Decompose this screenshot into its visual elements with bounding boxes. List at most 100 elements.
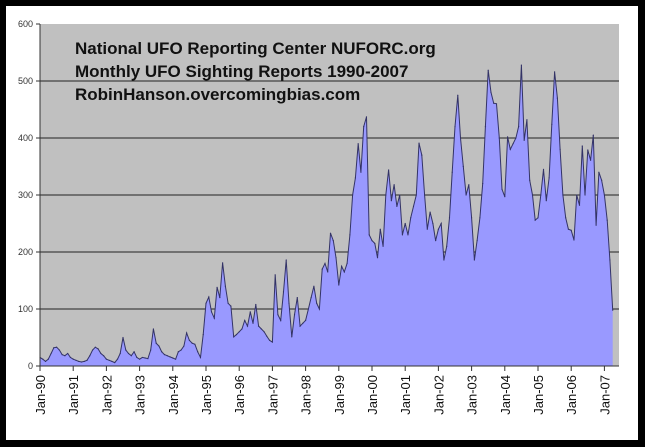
data-point: [526, 119, 528, 121]
data-point: [589, 159, 592, 161]
data-point: [465, 194, 467, 196]
data-point: [426, 228, 428, 230]
data-point: [382, 245, 384, 247]
data-point: [523, 139, 525, 141]
data-point: [512, 143, 514, 145]
data-point: [78, 360, 80, 363]
data-point: [224, 285, 226, 287]
data-point: [119, 352, 121, 355]
data-point: [468, 184, 470, 186]
data-point: [595, 224, 597, 226]
data-point: [130, 355, 132, 357]
data-point: [114, 361, 116, 364]
data-point: [506, 136, 509, 138]
data-point: [252, 322, 254, 324]
data-point: [515, 137, 517, 139]
x-tick-label: Jan-94: [166, 375, 181, 415]
data-point: [554, 71, 556, 73]
data-point: [53, 347, 55, 349]
data-point: [269, 339, 271, 341]
data-point: [235, 334, 238, 336]
data-point: [274, 274, 276, 276]
title-line-3: RobinHanson.overcomingbias.com: [75, 85, 360, 104]
data-point: [537, 217, 539, 219]
x-tick-label: Jan-97: [265, 375, 280, 415]
chart-title: National UFO Reporting Center NUFORC.org…: [75, 39, 436, 104]
data-point: [257, 325, 260, 327]
data-point: [291, 336, 293, 338]
data-point: [183, 345, 185, 347]
data-point: [244, 319, 246, 321]
data-point: [64, 355, 66, 357]
data-point: [86, 359, 88, 361]
data-point: [437, 228, 439, 230]
data-point: [606, 219, 608, 221]
data-point: [360, 171, 362, 173]
data-point: [603, 194, 606, 196]
data-point: [385, 194, 387, 196]
data-point: [459, 137, 462, 139]
x-tick-label: Jan-92: [99, 375, 114, 415]
data-point: [318, 308, 321, 310]
x-tick-label: Jan-95: [199, 375, 214, 415]
data-point: [191, 342, 193, 344]
data-point: [210, 311, 213, 313]
data-point: [310, 297, 312, 299]
data-point: [410, 217, 412, 219]
data-point: [368, 234, 370, 236]
data-point: [581, 145, 583, 147]
data-point: [429, 211, 431, 213]
data-point: [202, 334, 204, 336]
data-point: [44, 360, 47, 363]
y-tick-label: 100: [18, 304, 33, 314]
data-point: [346, 262, 348, 264]
data-point: [393, 184, 395, 186]
y-tick-label: 600: [18, 19, 33, 29]
data-point: [144, 357, 146, 359]
data-point: [127, 352, 130, 355]
data-point: [495, 103, 498, 105]
data-point: [520, 64, 523, 66]
x-tick-label: Jan-04: [498, 375, 513, 415]
data-point: [584, 194, 586, 196]
x-tick-label: Jan-05: [531, 375, 546, 415]
data-point: [415, 194, 417, 196]
data-point: [89, 355, 91, 357]
data-point: [601, 179, 603, 181]
data-point: [562, 194, 564, 196]
data-point: [150, 349, 152, 351]
data-point: [56, 346, 58, 348]
data-point: [103, 355, 105, 357]
y-tick-label: 400: [18, 133, 33, 143]
data-point: [199, 356, 202, 359]
data-point: [194, 343, 196, 345]
data-point: [440, 222, 442, 225]
data-point: [327, 271, 329, 273]
data-point: [299, 325, 301, 327]
data-point: [125, 349, 127, 351]
data-point: [612, 309, 614, 311]
x-tick-label: Jan-07: [597, 375, 612, 415]
data-point: [399, 194, 401, 196]
data-point: [335, 257, 337, 259]
data-point: [329, 232, 332, 234]
y-tick-label: 500: [18, 76, 33, 86]
data-point: [448, 217, 451, 219]
data-point: [266, 335, 268, 337]
data-point: [91, 349, 94, 351]
data-point: [432, 222, 434, 225]
data-point: [67, 352, 69, 355]
x-tick-label: Jan-91: [66, 375, 81, 415]
data-point: [80, 361, 83, 363]
x-tick-label: Jan-03: [465, 375, 480, 415]
data-point: [307, 308, 309, 310]
sightings-area: [40, 65, 613, 366]
data-point: [174, 358, 177, 360]
data-point: [332, 240, 334, 242]
data-point: [443, 259, 445, 261]
data-point: [293, 314, 296, 316]
data-point: [296, 297, 298, 299]
data-point: [213, 317, 215, 319]
data-point: [249, 311, 251, 313]
data-point: [498, 137, 500, 139]
